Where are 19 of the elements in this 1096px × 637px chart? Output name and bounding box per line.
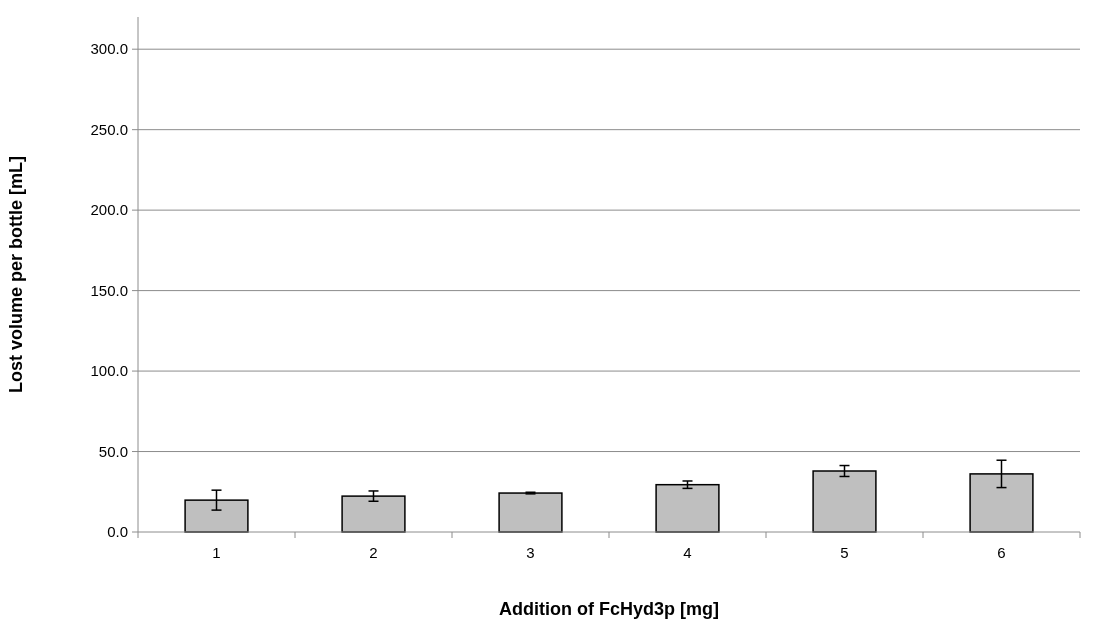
x-tick-label: 1 bbox=[212, 544, 221, 561]
x-axis-title: Addition of FcHyd3p [mg] bbox=[499, 599, 719, 619]
bar bbox=[655, 483, 720, 533]
x-tick-label: 5 bbox=[840, 544, 849, 561]
y-tick-label: 100.0 bbox=[90, 362, 128, 380]
y-tick-label: 300.0 bbox=[90, 40, 128, 58]
y-tick-label: 150.0 bbox=[90, 281, 128, 299]
y-axis-title: Lost volume per bottle [mL] bbox=[6, 155, 26, 394]
x-tick-label: 6 bbox=[997, 544, 1006, 561]
y-tick-label: 0.0 bbox=[107, 523, 128, 541]
x-tick-label: 2 bbox=[369, 544, 378, 561]
x-tick-label: 3 bbox=[526, 544, 535, 561]
y-tick-label: 250.0 bbox=[90, 120, 128, 138]
bar bbox=[341, 495, 406, 533]
bar bbox=[498, 492, 563, 533]
bar bbox=[812, 470, 877, 533]
y-tick-label: 50.0 bbox=[98, 442, 128, 460]
y-tick-label: 200.0 bbox=[90, 201, 128, 219]
x-tick-label: 4 bbox=[683, 544, 692, 561]
